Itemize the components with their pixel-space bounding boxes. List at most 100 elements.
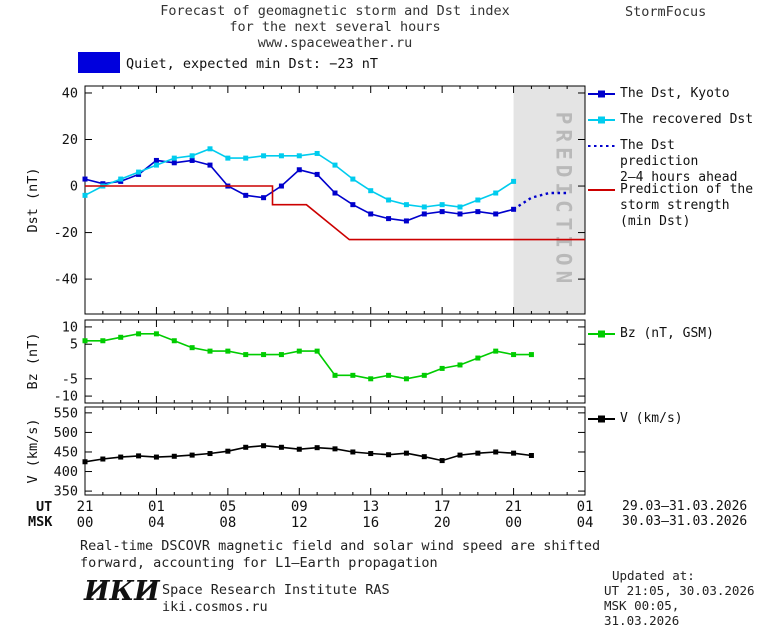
series-marker xyxy=(403,450,409,456)
series-marker xyxy=(493,348,499,354)
series-marker xyxy=(457,452,463,458)
series-marker xyxy=(457,362,463,368)
status-swatch xyxy=(78,52,120,73)
page-title: Forecast of geomagnetic storm and Dst in… xyxy=(85,3,585,51)
v-axis-label: V (km/s) xyxy=(25,418,41,484)
updated-ut: UT 21:05, 30.03.2026 xyxy=(604,583,755,598)
series-marker xyxy=(439,209,445,215)
series-marker xyxy=(189,345,195,351)
series-marker xyxy=(82,192,88,198)
series-marker xyxy=(118,334,124,340)
series-marker xyxy=(189,452,195,458)
page-title-line2: for the next several hours xyxy=(229,19,441,35)
series-marker xyxy=(511,178,517,184)
panel-border xyxy=(84,85,586,315)
series-marker xyxy=(421,211,427,217)
series-marker xyxy=(511,352,517,358)
series-marker xyxy=(314,150,320,156)
series-marker xyxy=(136,453,142,459)
msk-row-label: MSK xyxy=(28,514,53,530)
series-marker xyxy=(457,204,463,210)
ut-tick-label: 21 xyxy=(77,499,94,515)
panel-0: PREDICTION 40 20 0 -20 -40 xyxy=(54,85,586,315)
series-marker xyxy=(493,211,499,217)
series-marker xyxy=(278,352,284,358)
page-title-line1: Forecast of geomagnetic storm and Dst in… xyxy=(160,3,510,19)
series-marker xyxy=(189,157,195,163)
series-marker xyxy=(207,451,213,457)
series-marker xyxy=(243,352,249,358)
series-marker xyxy=(243,444,249,450)
msk-tick-label: 12 xyxy=(291,515,308,531)
series-marker xyxy=(278,153,284,159)
series-marker xyxy=(189,153,195,159)
series-line-0-3 xyxy=(85,185,585,241)
series-marker xyxy=(475,197,481,203)
series-marker xyxy=(118,176,124,182)
series-marker xyxy=(475,209,481,215)
ut-tick-label: 13 xyxy=(362,499,379,515)
y-tick-label: -40 xyxy=(54,272,78,288)
series-marker xyxy=(421,372,427,378)
iki-logo: ИКИ xyxy=(84,576,160,607)
y-tick-label: 20 xyxy=(62,132,78,148)
msk-date-range: 30.03–31.03.2026 xyxy=(622,514,748,529)
series-marker xyxy=(386,216,392,222)
msk-tick-label: 04 xyxy=(577,515,594,531)
series-marker xyxy=(153,157,159,163)
series-marker xyxy=(386,197,392,203)
series-marker xyxy=(368,211,374,217)
y-tick-label: 550 xyxy=(54,405,78,421)
series-marker xyxy=(475,450,481,456)
series-marker xyxy=(296,167,302,173)
series-marker xyxy=(475,355,481,361)
series-marker xyxy=(493,190,499,196)
series-marker xyxy=(350,202,356,208)
series-marker xyxy=(332,190,338,196)
bz-axis-label: Bz (nT) xyxy=(25,332,41,390)
series-marker xyxy=(278,183,284,189)
ut-date-range: 29.03–31.03.2026 xyxy=(622,499,748,514)
series-marker xyxy=(261,352,267,358)
series-marker xyxy=(421,454,427,460)
series-marker xyxy=(314,171,320,177)
series-marker xyxy=(403,202,409,208)
footnote-line1: Real-time DSCOVR magnetic field and sola… xyxy=(80,538,601,554)
series-marker xyxy=(171,453,177,459)
series-marker xyxy=(207,348,213,354)
series-marker xyxy=(243,192,249,198)
series-marker xyxy=(368,188,374,194)
updated-label: Updated at: xyxy=(612,568,695,583)
prediction-band xyxy=(513,86,585,314)
series-marker xyxy=(207,146,213,152)
institute-name: Space Research Institute RAS xyxy=(162,582,390,598)
y-tick-label: -5 xyxy=(62,371,78,387)
series-marker xyxy=(100,338,106,344)
ut-tick-label: 17 xyxy=(434,499,451,515)
series-line-0-2 xyxy=(512,191,568,211)
series-marker xyxy=(118,454,124,460)
series-marker xyxy=(511,450,517,456)
series-marker xyxy=(493,449,499,455)
series-marker xyxy=(278,444,284,450)
series-marker xyxy=(386,372,392,378)
series-marker xyxy=(261,195,267,201)
y-tick-label: -20 xyxy=(54,225,78,241)
panel-1: 10 5 -5 -10 xyxy=(54,319,586,405)
msk-tick-label: 16 xyxy=(362,515,379,531)
y-tick-label: 10 xyxy=(62,319,78,335)
footnote-line2: forward, accounting for L1–Earth propaga… xyxy=(80,555,438,571)
series-marker xyxy=(350,449,356,455)
series-marker xyxy=(171,338,177,344)
updated-msk: MSK 00:05, 31.03.2026 xyxy=(604,598,680,628)
y-tick-label: 350 xyxy=(54,484,78,500)
series-marker xyxy=(225,155,231,161)
series-marker xyxy=(153,331,159,337)
series-marker xyxy=(528,352,534,358)
ut-tick-label: 05 xyxy=(219,499,236,515)
series-marker xyxy=(171,155,177,161)
series-marker xyxy=(136,331,142,337)
series-marker xyxy=(511,206,517,212)
